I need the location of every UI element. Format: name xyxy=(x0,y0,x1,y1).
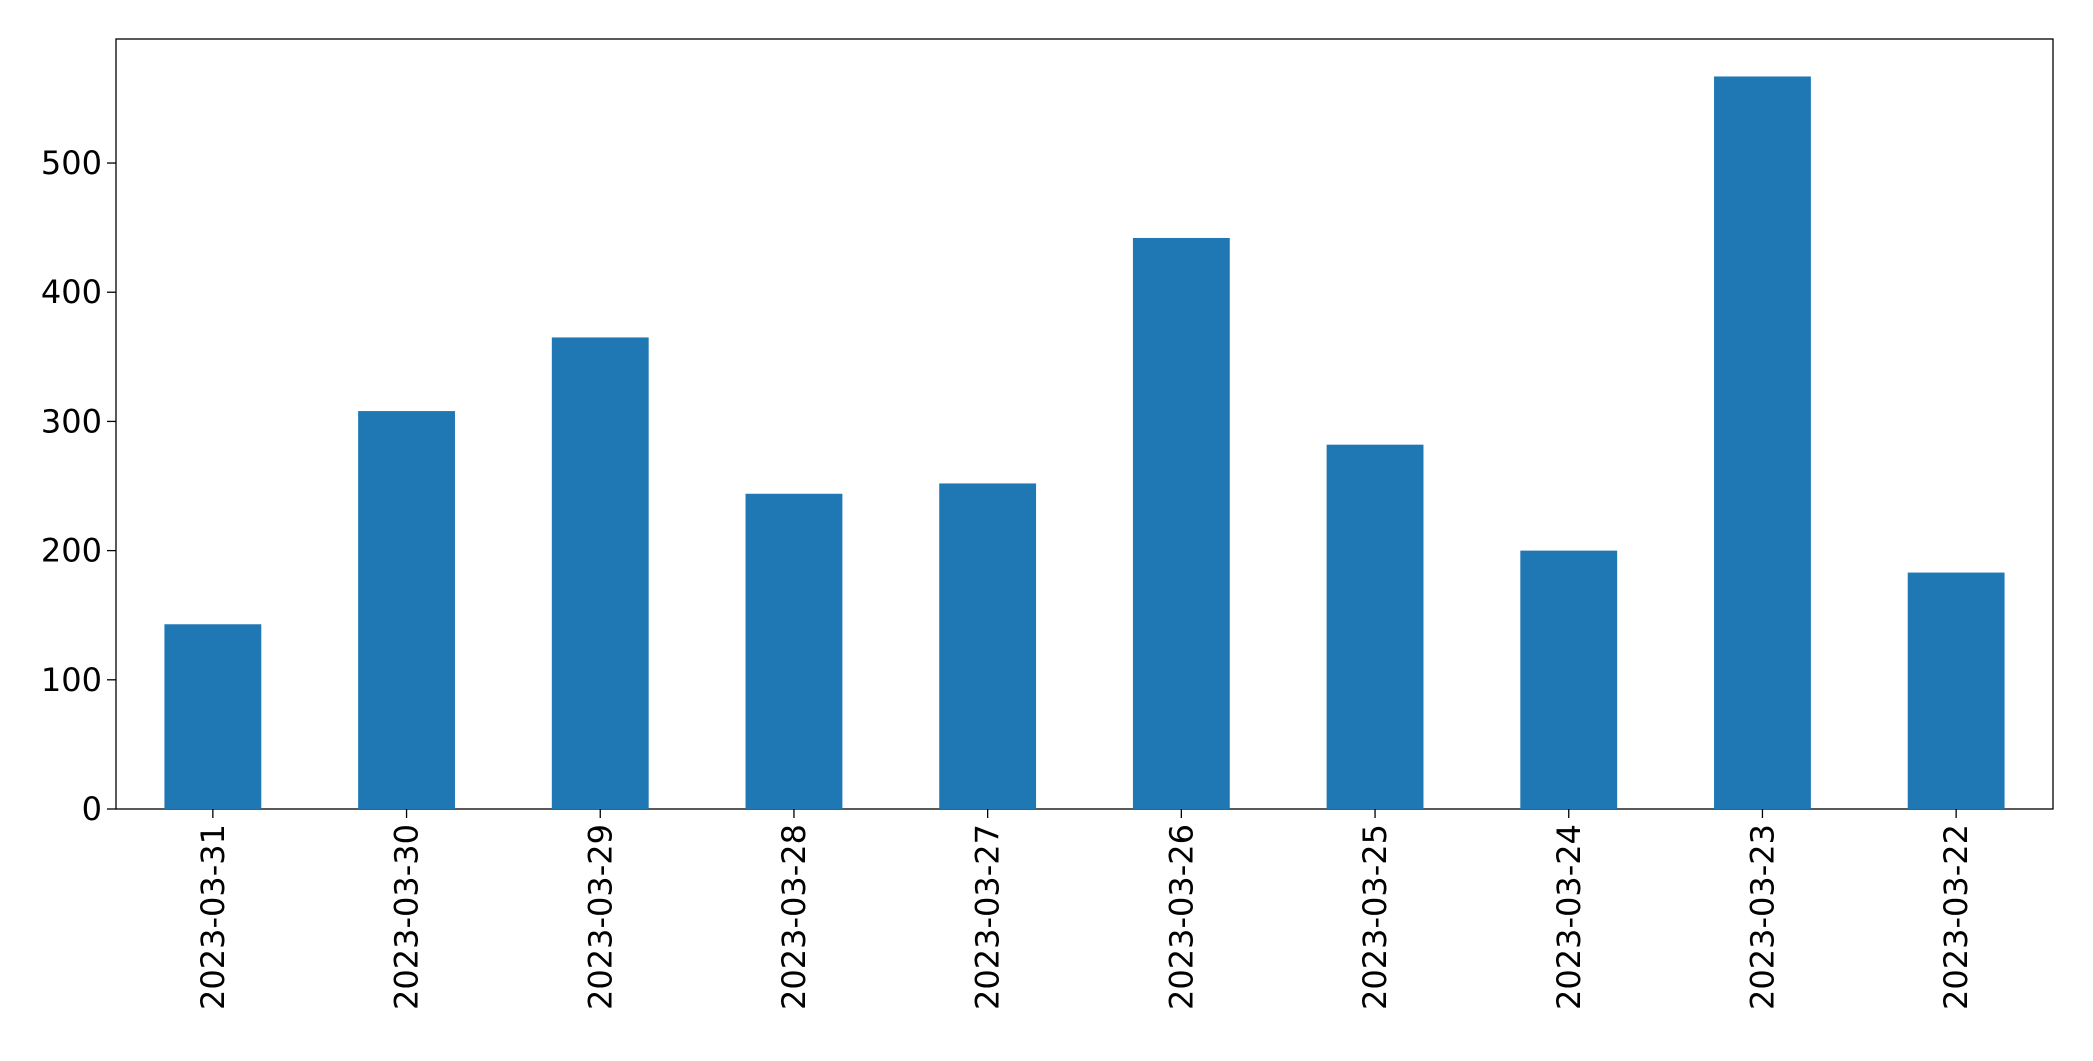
x-tick-label: 2023-03-26 xyxy=(1162,824,1200,1010)
x-tick-label: 2023-03-24 xyxy=(1550,824,1588,1010)
plot-frame xyxy=(115,38,2054,810)
x-tick-label: 2023-03-23 xyxy=(1743,824,1781,1010)
bar xyxy=(745,493,843,809)
bar xyxy=(1907,572,2005,809)
bar xyxy=(939,483,1037,809)
x-tick-label: 2023-03-28 xyxy=(775,824,813,1010)
bar xyxy=(1132,237,1230,810)
bar xyxy=(1714,76,1811,810)
bar xyxy=(164,624,262,809)
x-tick-label: 2023-03-22 xyxy=(1937,824,1975,1010)
y-tick-label: 0 xyxy=(82,790,102,828)
x-tick-label: 2023-03-29 xyxy=(581,824,619,1010)
bar xyxy=(1326,444,1424,809)
bar xyxy=(551,337,649,809)
y-tick-label: 400 xyxy=(41,273,102,311)
bar xyxy=(358,411,455,809)
bar xyxy=(1520,550,1618,809)
y-tick-label: 300 xyxy=(41,402,102,440)
x-tick-label: 2023-03-30 xyxy=(388,824,426,1010)
y-tick-label: 100 xyxy=(41,661,102,699)
y-tick-label: 200 xyxy=(41,532,102,570)
x-tick-label: 2023-03-31 xyxy=(194,824,232,1010)
y-tick-label: 500 xyxy=(41,144,102,182)
x-tick-label: 2023-03-25 xyxy=(1356,824,1394,1010)
x-tick-label: 2023-03-27 xyxy=(969,824,1007,1010)
